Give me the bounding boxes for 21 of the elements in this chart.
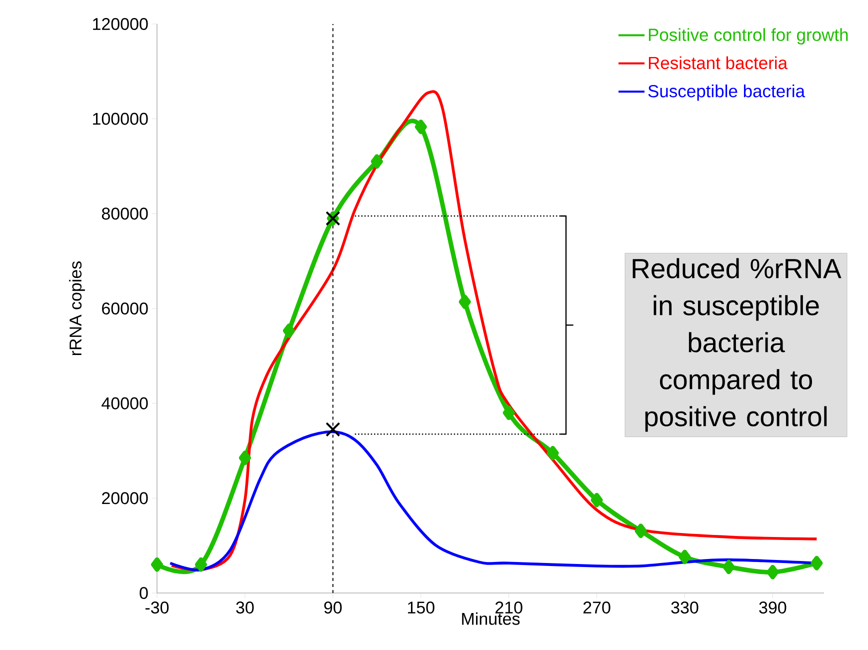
x-tick-label: 330	[671, 602, 698, 614]
y-tick-label: 20000	[102, 492, 148, 504]
y-axis-title: rRNA copies	[69, 261, 85, 356]
legend-label: Positive control for growth	[648, 28, 848, 44]
legend-label: Susceptible bacteria	[648, 84, 806, 101]
y-tick-label: 40000	[102, 397, 148, 410]
y-tick-label: 80000	[102, 208, 148, 220]
x-tick-label: 150	[408, 602, 434, 614]
legend-label: Resistant bacteria	[648, 56, 788, 70]
x-tick-label: 390	[759, 602, 786, 614]
x-tick-label: -30	[145, 602, 169, 614]
y-tick-label: 0	[140, 586, 148, 600]
x-tick-label: 30	[236, 602, 254, 614]
y-tick-label: 100000	[93, 112, 148, 125]
x-tick-label: 210	[496, 602, 522, 614]
x-axis-title: Minutes	[462, 612, 520, 625]
annotation: Reduced %rRNA in susceptible bacteria compared to positive control	[632, 258, 842, 432]
y-tick-label: 120000	[93, 18, 148, 30]
x-tick-label: 90	[324, 602, 342, 614]
x-tick-label: 270	[583, 602, 610, 614]
y-tick-label: 60000	[102, 302, 148, 315]
